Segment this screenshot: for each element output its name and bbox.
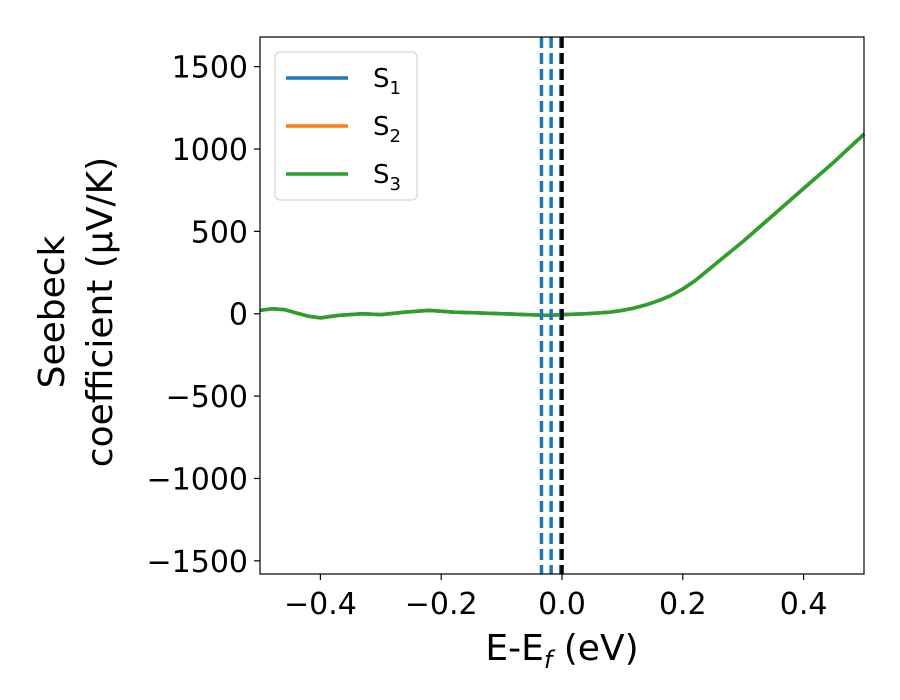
y-axis-label-line2: coefficient (μV/K) — [80, 157, 121, 467]
x-axis: −0.4 −0.2 0.0 0.2 0.4 — [284, 574, 827, 622]
y-tick-label: −1000 — [147, 462, 248, 497]
legend: S1 S2 S3 — [274, 51, 418, 201]
y-tick-label: −500 — [166, 380, 248, 415]
y-tick-label: 0 — [229, 298, 248, 333]
y-tick-label: 500 — [191, 215, 248, 250]
legend-label: S2 — [373, 112, 401, 147]
legend-label: S1 — [373, 64, 401, 99]
y-axis-label-line1: Seebeck — [32, 235, 73, 388]
series-layer — [259, 132, 866, 320]
series-line-s3 — [259, 132, 866, 320]
legend-entry-s3: S3 — [286, 160, 401, 195]
vertical-lines — [539, 37, 564, 574]
legend-entry-s1: S1 — [286, 64, 401, 99]
x-tick-label: 0.2 — [659, 587, 707, 622]
x-tick-label: 0.0 — [538, 587, 586, 622]
y-tick-label: −1500 — [147, 545, 248, 580]
y-tick-label: 1000 — [172, 133, 248, 168]
y-axis: −1500 −1000 −500 0 500 1000 1500 — [147, 51, 260, 580]
x-axis-label: E-Ef (eV) — [485, 628, 638, 674]
legend-entry-s2: S2 — [286, 112, 401, 147]
y-axis-label: Seebeck coefficient (μV/K) — [32, 157, 121, 467]
x-tick-label: −0.4 — [284, 587, 357, 622]
y-tick-label: 1500 — [172, 51, 248, 86]
legend-label: S3 — [373, 160, 401, 195]
x-tick-label: −0.2 — [405, 587, 478, 622]
x-tick-label: 0.4 — [780, 587, 828, 622]
